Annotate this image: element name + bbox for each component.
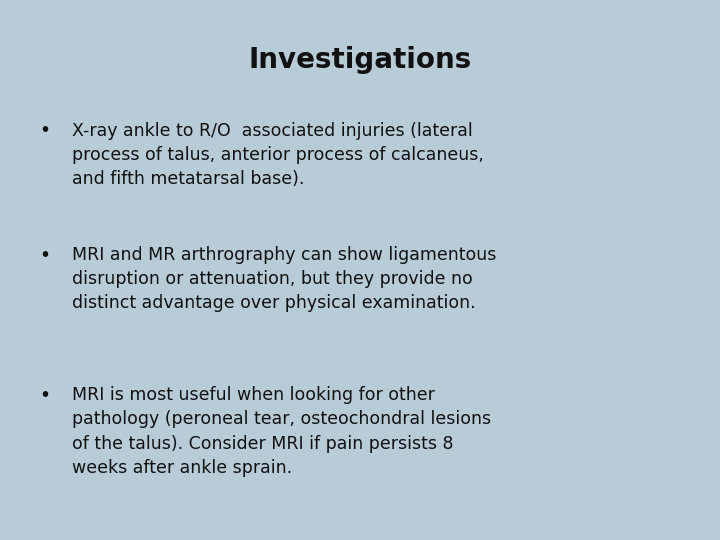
Text: •: • bbox=[40, 122, 50, 140]
Text: MRI is most useful when looking for other
pathology (peroneal tear, osteochondra: MRI is most useful when looking for othe… bbox=[72, 386, 491, 477]
Text: •: • bbox=[40, 386, 50, 405]
Text: Investigations: Investigations bbox=[248, 46, 472, 74]
Text: •: • bbox=[40, 246, 50, 265]
Text: X-ray ankle to R/O  associated injuries (lateral
process of talus, anterior proc: X-ray ankle to R/O associated injuries (… bbox=[72, 122, 484, 188]
Text: MRI and MR arthrography can show ligamentous
disruption or attenuation, but they: MRI and MR arthrography can show ligamen… bbox=[72, 246, 496, 312]
